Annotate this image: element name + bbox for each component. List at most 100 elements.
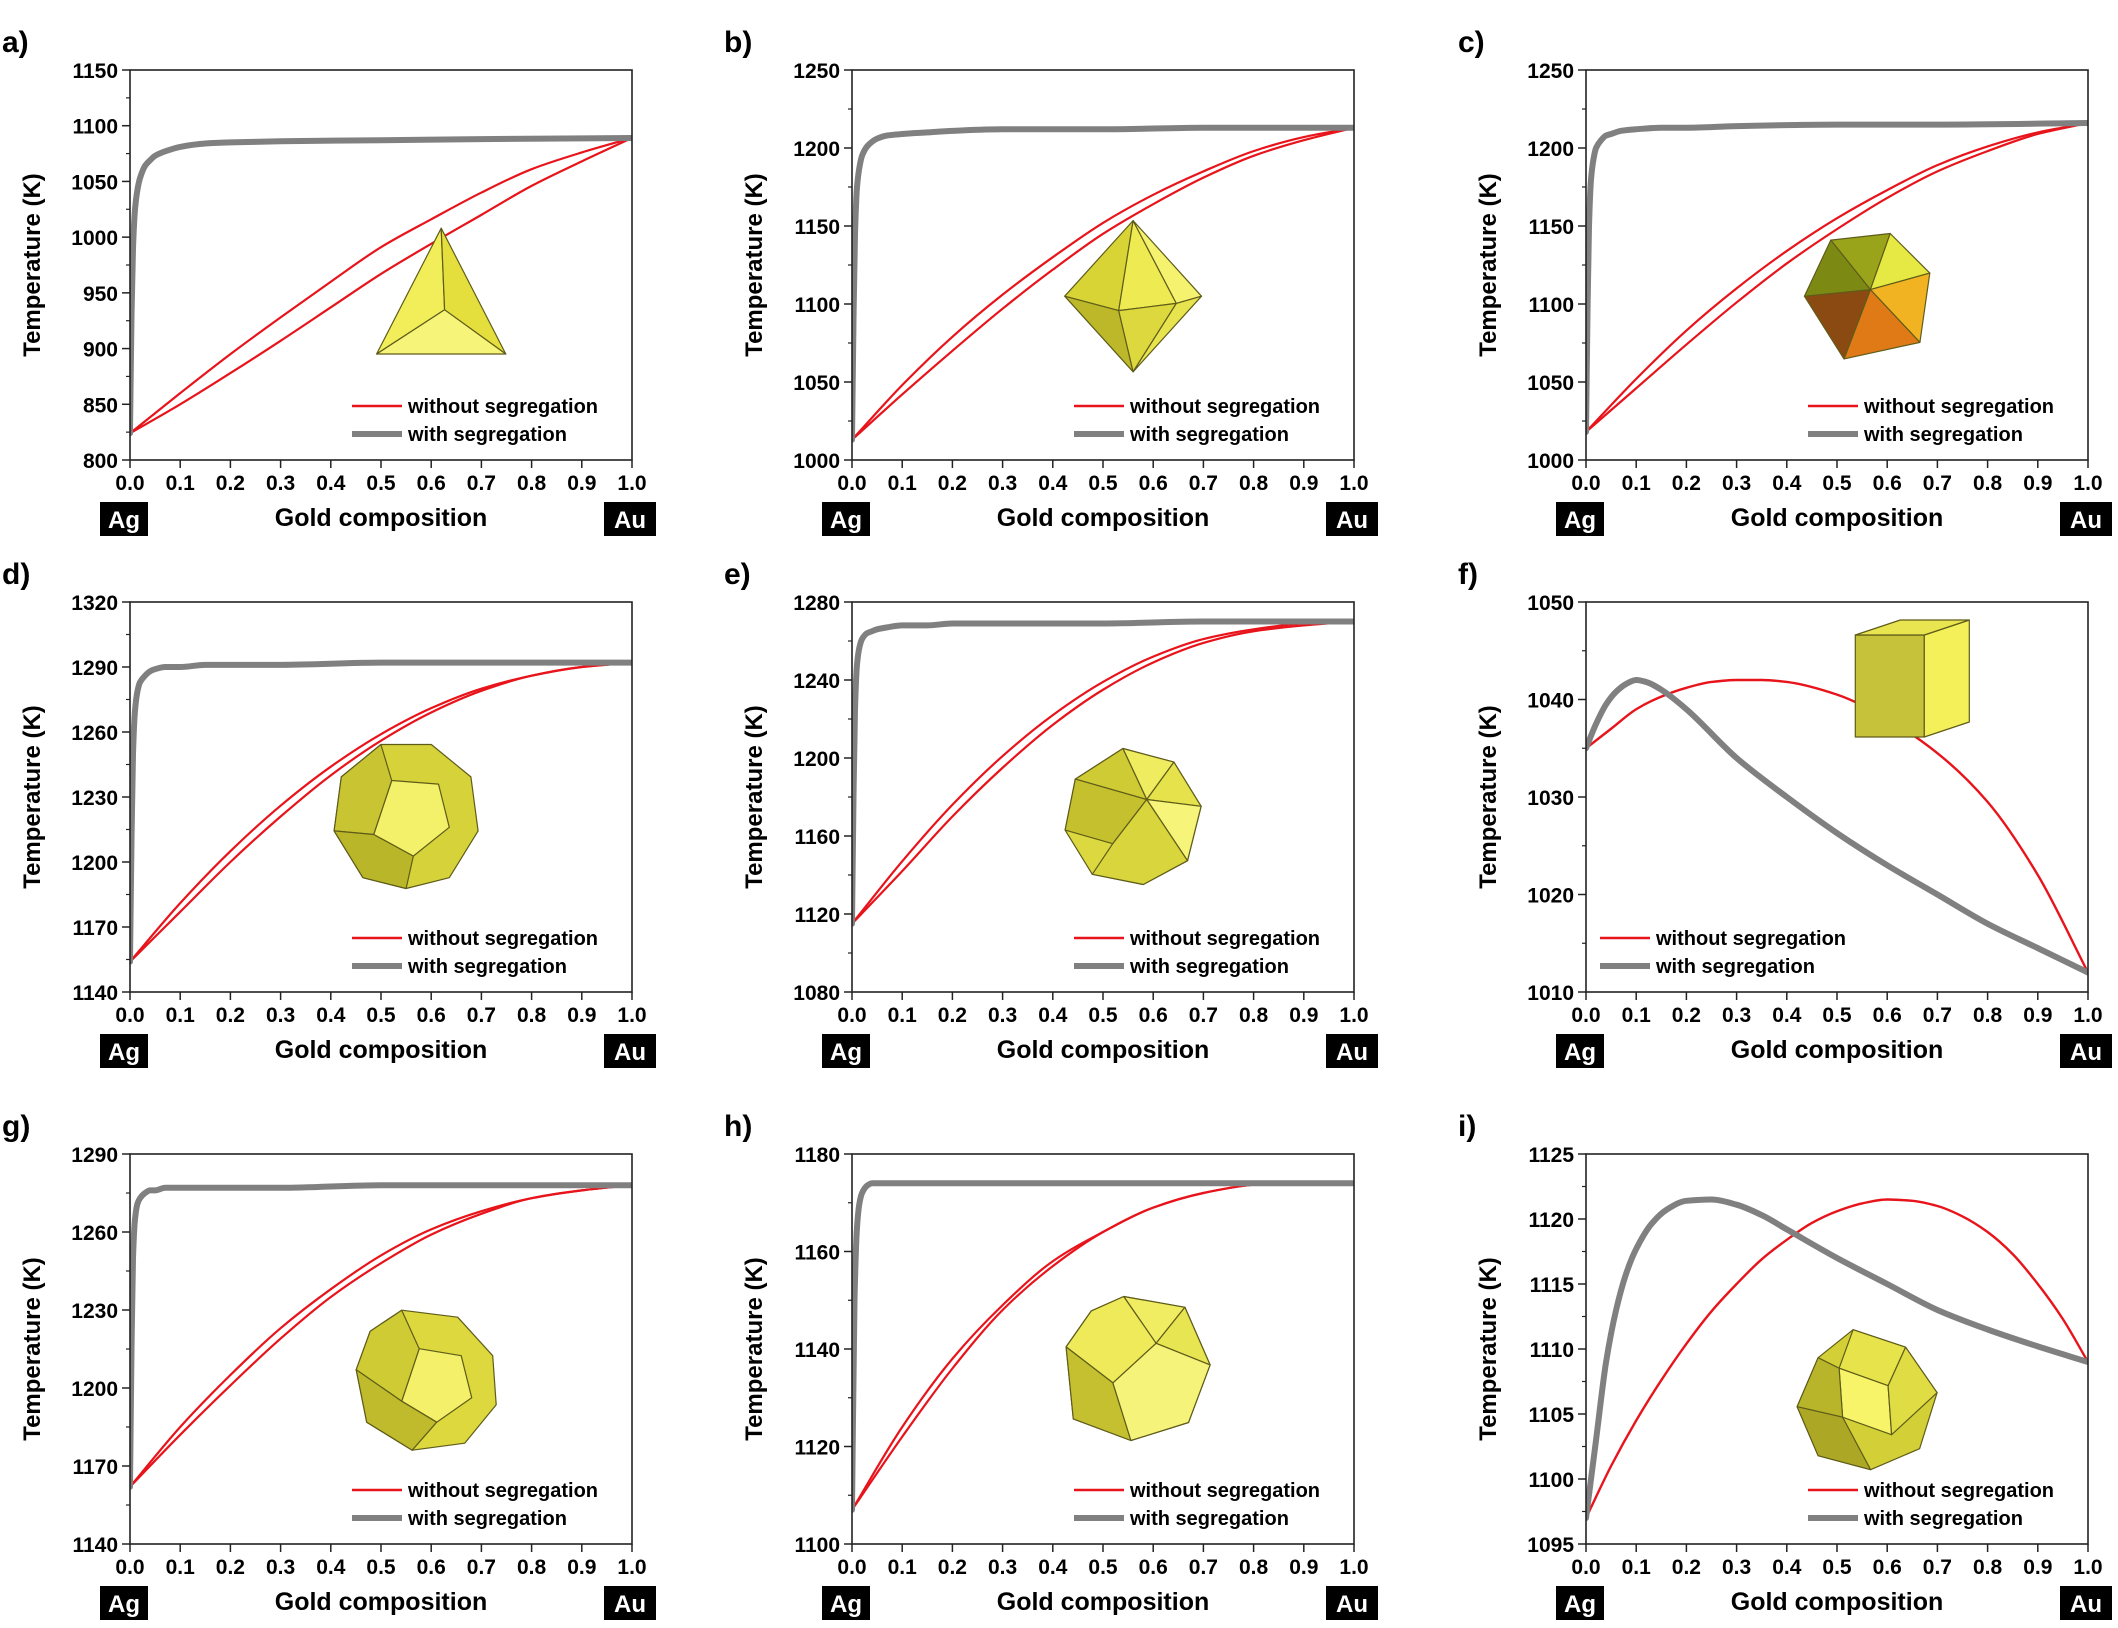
y-tick-label: 1010 [1527, 982, 1574, 1005]
ag-endpoint-badge: Ag [822, 1034, 870, 1068]
y-tick-label: 800 [83, 450, 118, 473]
x-tick-label: 0.2 [216, 472, 245, 495]
y-tick-label: 1200 [793, 748, 840, 771]
series-line-with-segregation-0 [852, 1180, 1354, 1513]
x-tick-label: 0.5 [1822, 1004, 1852, 1027]
x-tick-label: 0.0 [1571, 1556, 1600, 1579]
x-tick-label: 0.7 [1923, 1004, 1952, 1027]
x-tick-label: 0.9 [567, 1004, 596, 1027]
y-tick-label: 1290 [71, 657, 118, 680]
x-tick-label: 1.0 [617, 1004, 646, 1027]
ag-label: Ag [830, 1039, 862, 1066]
legend-entry: with segregation [407, 424, 567, 446]
y-tick-label: 1150 [72, 60, 118, 83]
x-tick-label: 0.1 [888, 1004, 918, 1027]
x-tick-label: 0.6 [1873, 1556, 1902, 1579]
ag-endpoint-badge: Ag [1556, 1586, 1604, 1620]
x-tick-label: 0.3 [266, 1556, 295, 1579]
x-tick-label: 0.3 [1722, 1556, 1751, 1579]
x-axis-label: Gold composition [997, 1036, 1210, 1064]
y-tick-label: 1290 [71, 1144, 118, 1167]
y-tick-label: 1200 [71, 852, 118, 875]
x-tick-label: 0.4 [1038, 472, 1068, 495]
series-line-with-segregation-0 [852, 124, 1354, 443]
y-tick-label: 1115 [1530, 1274, 1575, 1297]
y-tick-label: 1200 [71, 1378, 118, 1401]
y-tick-label: 1260 [71, 722, 118, 745]
legend-entry: without segregation [1863, 396, 2054, 418]
x-tick-label: 0.6 [417, 472, 446, 495]
panel-a: a) 800 850 900 950 1000 1050 1100 1150 0.0 0.1 0.2 0… [2, 26, 656, 536]
series-line-without-segregation-0 [130, 136, 632, 435]
x-tick-label: 0.0 [837, 472, 866, 495]
panel-label: f) [1458, 558, 1478, 591]
x-tick-label: 0.9 [1289, 1556, 1318, 1579]
x-tick-label: 0.7 [1189, 1556, 1218, 1579]
legend-entry: with segregation [1129, 424, 1289, 446]
series-line-without-segregation-1 [852, 1182, 1280, 1511]
x-tick-label: 0.5 [1088, 472, 1118, 495]
y-tick-label: 1170 [72, 917, 118, 940]
series-line-without-segregation-0 [1586, 1198, 2088, 1520]
series-line-without-segregation-0 [852, 1182, 1280, 1511]
legend-entry: without segregation [1655, 928, 1846, 950]
x-tick-label: 0.0 [837, 1556, 866, 1579]
au-label: Au [2070, 1591, 2102, 1618]
series-line-with-segregation-0 [130, 659, 632, 965]
x-tick-label: 0.5 [366, 472, 396, 495]
au-label: Au [1336, 1591, 1368, 1618]
truncated-octahedron-illustration [355, 1309, 497, 1451]
au-endpoint-badge: Au [604, 1586, 656, 1620]
y-axis-label: Temperature (K) [1475, 173, 1502, 357]
ag-endpoint-badge: Ag [822, 1586, 870, 1620]
x-tick-label: 0.5 [1822, 1556, 1852, 1579]
series-line-without-segregation-1 [130, 136, 632, 435]
x-tick-label: 0.6 [1873, 1004, 1902, 1027]
y-tick-label: 1105 [1528, 1404, 1574, 1427]
panel-b: b) 1000 1050 1100 1150 1200 1250 0.0 0.1 0.2 0.3 0.… [724, 26, 1378, 536]
ag-label: Ag [830, 1591, 862, 1618]
x-tick-label: 0.7 [1923, 472, 1952, 495]
x-axis-label: Gold composition [1731, 504, 1944, 532]
y-tick-label: 1140 [72, 982, 118, 1005]
y-tick-label: 900 [83, 339, 118, 362]
x-tick-label: 0.4 [1038, 1556, 1068, 1579]
x-tick-label: 0.2 [1672, 1004, 1701, 1027]
y-tick-label: 1160 [794, 1242, 840, 1265]
y-tick-label: 1030 [1527, 787, 1574, 810]
au-endpoint-badge: Au [1326, 1034, 1378, 1068]
y-tick-label: 1150 [1528, 216, 1574, 239]
y-tick-label: 1120 [1528, 1209, 1574, 1232]
panel-h: h) 1100 1120 1140 1160 1180 0.0 0.1 0.2 0.3 0.4 0.5… [724, 1110, 1378, 1620]
x-tick-label: 0.8 [517, 1004, 547, 1027]
legend-entry: with segregation [1863, 1508, 2023, 1530]
x-tick-label: 0.2 [1672, 1556, 1701, 1579]
series-line-without-segregation-1 [852, 126, 1354, 441]
x-tick-label: 0.5 [366, 1004, 396, 1027]
x-tick-label: 0.6 [417, 1004, 446, 1027]
series-line-with-segregation-0 [852, 618, 1354, 927]
x-tick-label: 0.9 [567, 1556, 596, 1579]
au-label: Au [1336, 1039, 1368, 1066]
ag-label: Ag [830, 507, 862, 534]
x-tick-label: 1.0 [2073, 1004, 2102, 1027]
x-axis-label: Gold composition [275, 1036, 488, 1064]
x-axis-label: Gold composition [275, 1588, 488, 1616]
x-tick-label: 0.4 [316, 1556, 346, 1579]
x-tick-label: 0.8 [1973, 472, 2003, 495]
y-axis-label: Temperature (K) [1475, 705, 1502, 889]
x-tick-label: 0.3 [266, 1004, 295, 1027]
x-tick-label: 0.0 [115, 1556, 144, 1579]
x-tick-label: 0.1 [888, 1556, 918, 1579]
legend-entry: without segregation [407, 1480, 598, 1502]
y-axis-label: Temperature (K) [741, 1257, 768, 1441]
series-line-with-segregation-0 [130, 1182, 632, 1490]
x-tick-label: 0.9 [1289, 472, 1318, 495]
x-tick-label: 0.8 [517, 472, 547, 495]
x-tick-label: 0.5 [1822, 472, 1852, 495]
x-tick-label: 0.6 [1139, 1004, 1168, 1027]
panel-label: h) [724, 1110, 752, 1143]
x-tick-label: 0.7 [1923, 1556, 1952, 1579]
cuboctahedron-illustration [1065, 1295, 1211, 1442]
series-line-with-segregation-0 [1586, 677, 2088, 976]
